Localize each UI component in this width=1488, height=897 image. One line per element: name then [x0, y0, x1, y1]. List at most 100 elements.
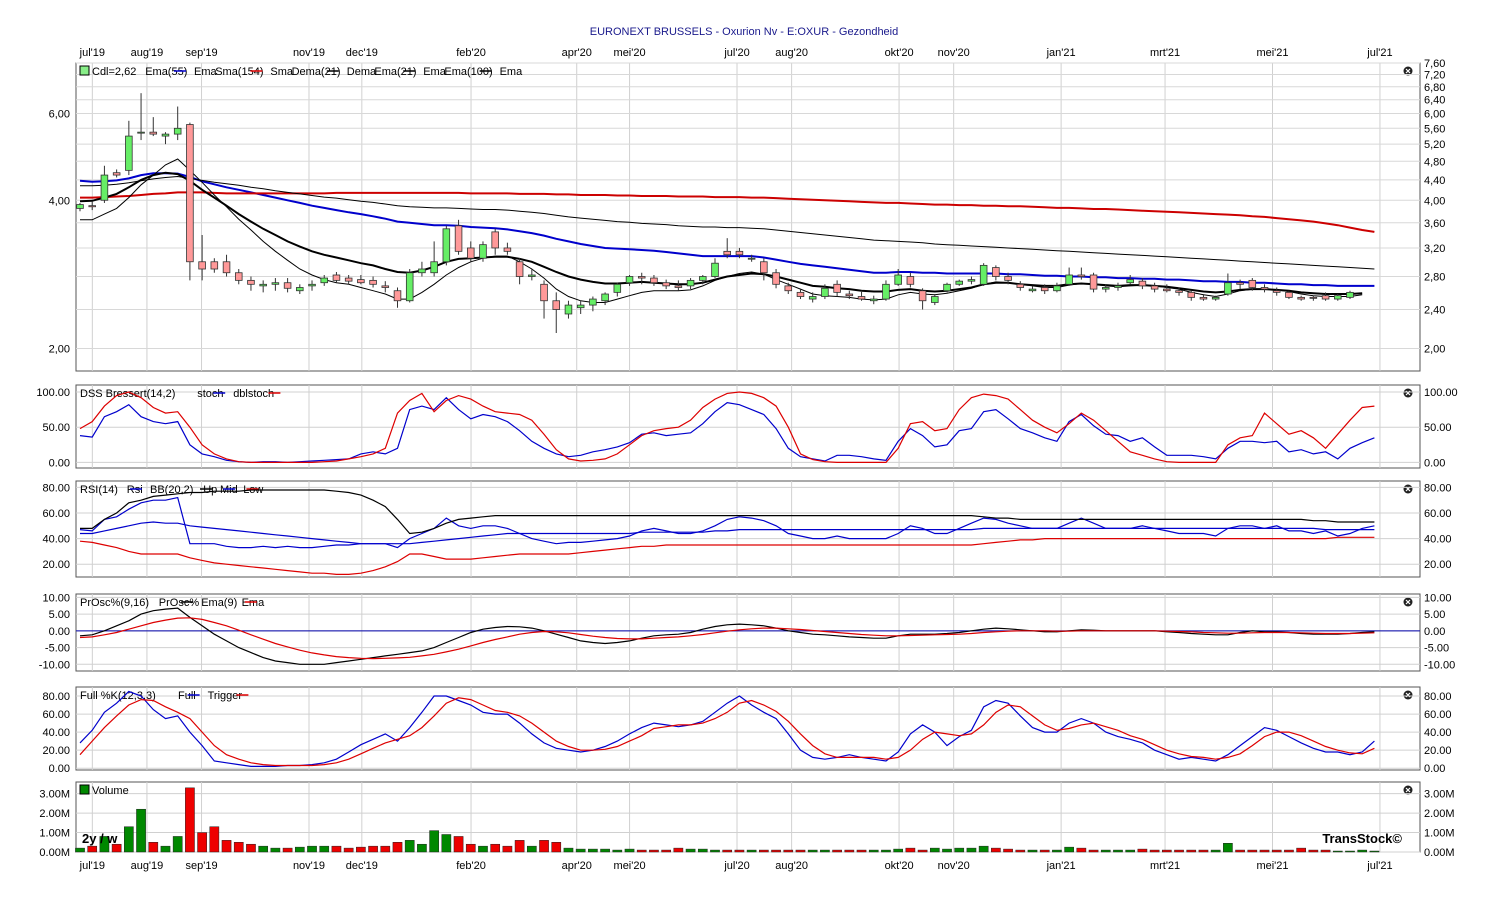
volume-bar: [1088, 849, 1099, 853]
vol-left-tick-label: 3.00M: [39, 789, 70, 801]
dss-left-tick-label: 50.00: [42, 422, 70, 434]
volume-bar: [478, 845, 488, 853]
top-x-tick-label: feb'20: [456, 47, 486, 59]
prosc-legend-item: Ema: [242, 597, 266, 609]
top-x-tick-label: apr'20: [562, 47, 592, 59]
rsi-line-low: [79, 536, 1375, 576]
candle-body: [833, 283, 841, 293]
price-legend-item: Ema: [423, 66, 447, 78]
volume-bar: [636, 849, 647, 853]
candle-body: [882, 283, 890, 300]
volume-bar: [905, 847, 916, 853]
fullk-left-tick-label: 0.00: [49, 763, 70, 775]
volume-bar: [893, 848, 904, 853]
volume-bar: [1210, 849, 1221, 853]
volume-bar: [612, 849, 623, 853]
candle-body: [271, 282, 280, 285]
candle-body: [357, 279, 365, 284]
chart-title: EURONEXT BRUSSELS - Oxurion Nv - E:OXUR …: [590, 26, 899, 38]
price-legend-item: Sma(154): [215, 66, 263, 78]
candle-body: [845, 293, 854, 297]
rsi-legend-item: Rsi: [127, 484, 143, 496]
price-legend-item: Sma: [270, 66, 294, 78]
volume-bar: [685, 848, 696, 853]
candle-body: [637, 276, 646, 279]
volume-bar: [221, 840, 232, 853]
volume-bar: [734, 849, 745, 853]
candle-body: [283, 282, 292, 289]
volume-bar: [270, 847, 281, 853]
top-x-axis: jul'19 aug'19 sep'19 nov'19 dec'19 feb'20 apr'…: [79, 47, 1393, 59]
prosc-legend-item: Ema(9): [201, 597, 237, 609]
rsi-right-tick-label: 60.00: [1424, 508, 1452, 520]
bottom-x-tick-label: sep'19: [186, 860, 218, 872]
top-x-tick-label: mei'21: [1256, 47, 1288, 59]
candle-body: [88, 205, 96, 208]
volume-bar: [124, 826, 134, 853]
candle-body: [1004, 276, 1012, 281]
bottom-x-tick-label: mei'21: [1256, 860, 1288, 872]
price-panel-frame: [75, 62, 1421, 372]
fullk-line-trigger: [79, 697, 1375, 767]
candle-body: [1224, 282, 1232, 295]
dss-line-dblstoch: [79, 391, 1375, 463]
vol-legend-swatch: [79, 784, 90, 795]
vol-right-tick-label: 3.00M: [1424, 789, 1455, 801]
rsi-left-tick-label: 40.00: [42, 534, 70, 546]
volume-bar: [526, 845, 537, 853]
candle-body: [430, 261, 438, 274]
prosc-right-tick-label: -5.00: [1424, 643, 1449, 655]
volume-bar: [1308, 849, 1319, 853]
volume-bar: [1332, 850, 1343, 853]
candle-body: [552, 300, 561, 310]
volume-bar: [856, 849, 867, 853]
fullk-panel-frame: [75, 686, 1421, 771]
candle-body: [1138, 280, 1147, 287]
volume-bar: [917, 849, 928, 853]
candle-body: [332, 274, 341, 281]
candle-body: [125, 135, 133, 171]
volume-bar: [160, 845, 171, 853]
fullk-legend-item: Full: [178, 690, 196, 702]
top-x-tick-label: jan'21: [1046, 47, 1076, 59]
volume-bar: [307, 845, 317, 853]
candle-body: [699, 276, 707, 281]
volume-bar: [453, 836, 464, 853]
price-legend-item: Ema(21): [374, 66, 416, 78]
price-right-tick-label: 7,60: [1424, 58, 1445, 70]
prosc-right-tick-label: -10.00: [1424, 659, 1455, 671]
candle-body: [1321, 295, 1330, 300]
candle-body: [955, 280, 963, 285]
volume-bar: [136, 808, 146, 853]
candle-body: [747, 257, 756, 260]
volume-bar: [978, 845, 989, 853]
panel-close-icon-cross: [1405, 599, 1411, 605]
volume-bar: [1345, 850, 1355, 853]
volume-bar: [551, 842, 562, 853]
candle-body: [222, 261, 231, 274]
volume-bar: [771, 849, 781, 853]
price-right-tick-label: 2,80: [1424, 272, 1445, 284]
price-right-tick-label: 7,20: [1424, 70, 1445, 82]
volume-bar: [148, 842, 159, 853]
prosc-left-tick-label: 0.00: [49, 626, 70, 638]
volume-bar: [1015, 849, 1026, 853]
price-legend-swatch: [79, 65, 90, 76]
candle-body: [613, 283, 622, 293]
candle-body: [686, 279, 695, 287]
candle-body: [967, 279, 976, 282]
candle-body: [393, 290, 402, 302]
volume-bar: [319, 845, 330, 853]
candle-body: [112, 172, 121, 176]
price-left-tick-label: 4,00: [49, 195, 70, 207]
volume-bar: [1235, 849, 1245, 853]
candle-body: [735, 250, 744, 256]
volume-bar: [258, 845, 269, 853]
dss-right-tick-label: 50.00: [1424, 422, 1452, 434]
candle-body: [528, 274, 536, 277]
bottom-x-tick-label: dec'19: [346, 860, 378, 872]
volume-bar: [563, 847, 574, 853]
volume-bar: [746, 849, 757, 853]
brand-label: TransStock©: [1322, 831, 1402, 846]
bottom-x-tick-label: jul'21: [1366, 860, 1392, 872]
